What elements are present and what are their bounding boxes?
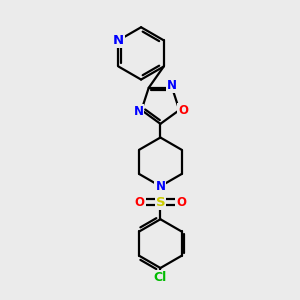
Text: O: O bbox=[135, 196, 145, 208]
Text: N: N bbox=[155, 180, 165, 193]
Text: N: N bbox=[113, 34, 124, 47]
Text: O: O bbox=[178, 103, 188, 117]
Text: N: N bbox=[167, 79, 177, 92]
Text: O: O bbox=[176, 196, 186, 208]
Text: N: N bbox=[134, 105, 143, 118]
Text: S: S bbox=[156, 196, 165, 208]
Text: Cl: Cl bbox=[154, 271, 167, 284]
